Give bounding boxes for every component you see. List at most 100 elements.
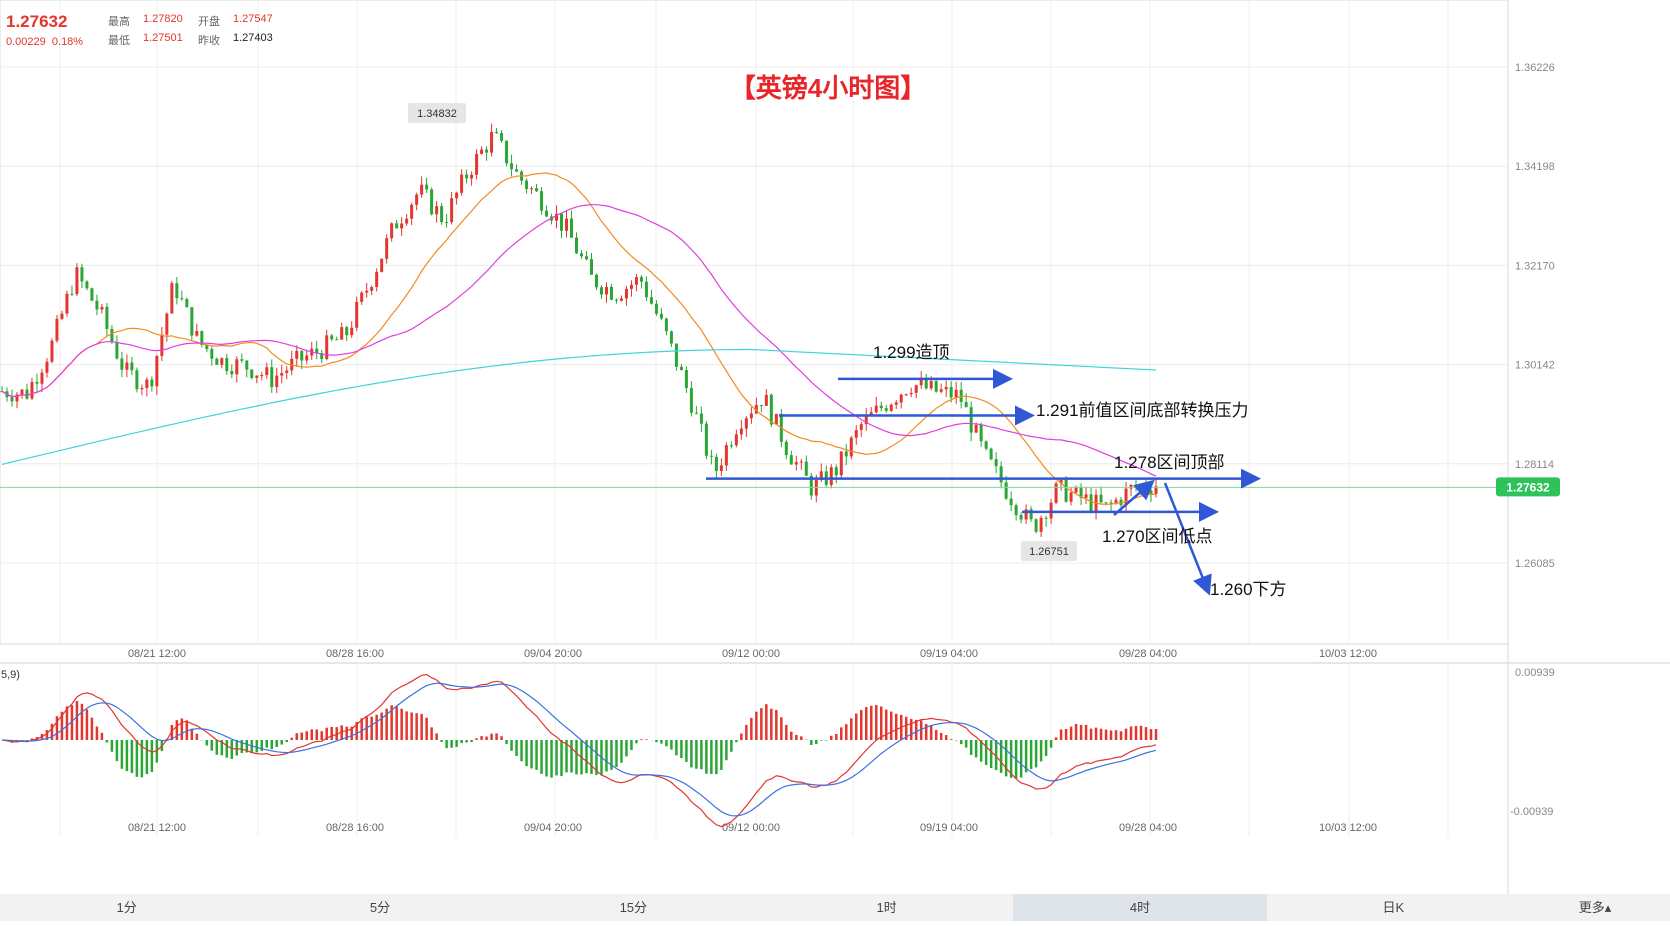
candle-body [215, 358, 219, 365]
candle-body [819, 471, 823, 480]
candle-body [430, 189, 434, 215]
candle-body [934, 380, 938, 392]
candle-body [175, 283, 179, 299]
candle-body [939, 389, 943, 392]
candle-body [584, 256, 588, 260]
candle-body [450, 198, 454, 223]
candle-body [829, 467, 833, 485]
candle-body [425, 184, 429, 190]
candle-body [1064, 479, 1068, 502]
tab-4h[interactable]: 4时 [1013, 894, 1267, 921]
candle-body [739, 428, 743, 435]
price-tick-label: 1.30142 [1515, 360, 1555, 372]
candle-body [729, 445, 733, 447]
candle-body [984, 441, 988, 449]
time-label: 09/28 04:00 [1119, 648, 1177, 660]
candle-body [210, 349, 214, 359]
candle-body [1049, 502, 1053, 519]
candle-body [1019, 515, 1023, 520]
candle-body [1084, 494, 1088, 498]
candle-body [989, 448, 993, 460]
candle-body [629, 284, 633, 289]
candle-body [1124, 488, 1128, 506]
candle-body [919, 379, 923, 386]
annotation-top: 1.299造顶 [873, 343, 950, 362]
candle-body [70, 293, 74, 295]
low-value: 1.27501 [143, 32, 183, 44]
candle-body [90, 288, 94, 301]
time-label: 08/28 16:00 [326, 648, 384, 660]
candle-body [794, 462, 798, 465]
candle-body [634, 277, 638, 285]
time-label: 09/04 20:00 [524, 648, 582, 660]
candle-body [40, 372, 44, 384]
candle-body [1109, 502, 1113, 504]
prev-close-label: 昨收 [198, 35, 220, 47]
candle-body [360, 292, 364, 302]
tab-1h[interactable]: 1时 [876, 900, 897, 915]
candle-body [185, 299, 189, 308]
candle-body [420, 184, 424, 195]
annotation-resistance: 1.291前值区间底部转换压力 [1036, 401, 1249, 420]
candle-body [50, 340, 54, 362]
candle-body [365, 290, 369, 293]
candle-body [689, 388, 693, 413]
candle-body [285, 370, 289, 374]
candle-body [410, 204, 414, 219]
candle-body [350, 327, 354, 336]
candle-body [879, 405, 883, 409]
candle-body [644, 281, 648, 298]
candle-body [759, 405, 763, 407]
candle-body [789, 455, 793, 465]
candle-body [165, 313, 169, 335]
tab-5min[interactable]: 5分 [369, 900, 391, 915]
candle-body [844, 451, 848, 457]
candle-body [320, 352, 324, 360]
arrow-rebound [1113, 479, 1155, 516]
candle-body [125, 362, 129, 370]
tab-1min[interactable]: 1分 [116, 900, 137, 915]
candle-body [1129, 485, 1133, 489]
candle-body [1104, 502, 1108, 504]
candle-body [55, 318, 59, 341]
candle-body [295, 350, 299, 359]
candle-body [1069, 492, 1073, 502]
candle-body [714, 456, 718, 471]
candle-body [455, 192, 459, 199]
candle-body [959, 389, 963, 403]
low-label: 最低 [108, 35, 130, 47]
candle-body [954, 389, 958, 398]
macd-time-label: 09/04 20:00 [524, 822, 582, 834]
candle-body [145, 379, 149, 389]
candle-body [1099, 494, 1103, 503]
candle-body [1054, 483, 1058, 503]
candle-body [245, 360, 249, 370]
candle-body [225, 358, 229, 372]
candle-body [75, 267, 79, 295]
candle-body [405, 218, 409, 224]
candle-body [1074, 486, 1078, 493]
candle-body [495, 131, 499, 134]
candle-body [80, 267, 84, 282]
candle-body [1009, 498, 1013, 506]
candle-body [370, 286, 374, 291]
tab-more[interactable]: 更多▴ [1578, 900, 1612, 915]
candle-body [115, 341, 119, 359]
price-tick-label: 1.36226 [1515, 62, 1555, 74]
candle-body [1034, 519, 1038, 532]
candle-body [614, 299, 618, 301]
candle-body [160, 334, 164, 356]
candle-body [1044, 517, 1048, 519]
tab-15min[interactable]: 15分 [619, 900, 648, 915]
high-marker-text: 1.34832 [417, 108, 457, 120]
ma-magenta-line [1, 204, 1157, 477]
candle-body [979, 424, 983, 442]
tab-daily[interactable]: 日K [1382, 900, 1405, 915]
candle-body [949, 386, 953, 398]
candle-body [535, 188, 539, 192]
candle-body [575, 237, 579, 254]
candle-body [415, 194, 419, 205]
candle-body [639, 277, 643, 282]
candle-body [619, 298, 623, 301]
